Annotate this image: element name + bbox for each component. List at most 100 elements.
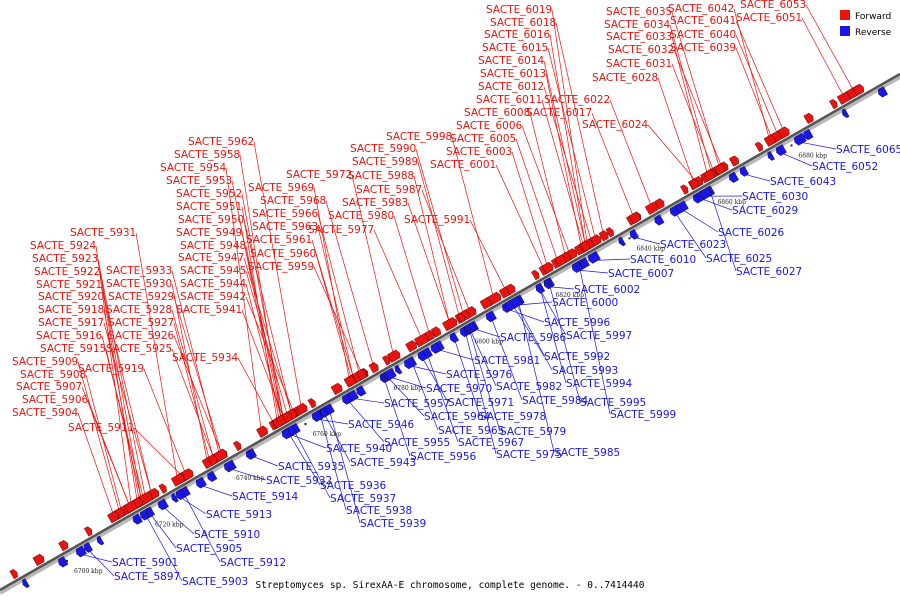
forward-leader-line: [97, 258, 146, 496]
forward-leader-line: [415, 148, 464, 314]
forward-gene-label: SACTE_5977: [308, 224, 374, 236]
forward-gene-glyph: [32, 553, 45, 566]
forward-leader-line: [671, 11, 720, 167]
forward-gene-label: SACTE_5962: [188, 136, 254, 148]
axis-tick-label: 6720 kbp: [155, 522, 184, 529]
forward-gene-glyph: [763, 134, 776, 147]
forward-gene-glyph: [703, 169, 716, 182]
forward-gene-label: SACTE_6003: [446, 146, 512, 158]
reverse-gene-glyph: [281, 428, 292, 440]
forward-leader-line: [735, 34, 778, 134]
reverse-leader-line: [800, 141, 837, 150]
reverse-gene-glyph: [654, 214, 665, 226]
forward-leader-line: [735, 20, 784, 130]
forward-gene-glyph: [424, 330, 435, 342]
forward-gene-glyph: [256, 425, 268, 438]
reverse-gene-label: SACTE_6052: [812, 161, 878, 173]
reverse-gene-label: SACTE_5912: [220, 557, 286, 569]
forward-leader-line: [393, 215, 430, 333]
forward-leader-line: [143, 368, 186, 473]
reverse-leader-line: [744, 174, 771, 182]
forward-gene-label: SACTE_5990: [350, 143, 416, 155]
forward-leader-line: [515, 138, 558, 260]
reverse-gene-glyph: [83, 542, 93, 553]
legend-reverse-swatch: [840, 26, 850, 36]
reverse-leader-line: [329, 412, 361, 524]
forward-gene-label: SACTE_5963: [252, 221, 318, 233]
reverse-leader-line: [294, 432, 331, 499]
forward-gene-label: SACTE_6018: [490, 17, 556, 29]
forward-gene-label: SACTE_5918: [38, 304, 104, 316]
reverse-gene-label: SACTE_5970: [426, 383, 492, 395]
reverse-gene-glyph: [195, 476, 207, 489]
axis-ticks: 6700 kbp 6720 kbp 6740 kbp 6760 kbp 6780 kbp…: [65, 144, 827, 575]
axis-tick-label: 6740 kbp: [236, 475, 265, 482]
forward-gene-label: SACTE_6040: [670, 29, 736, 41]
forward-gene-label: SACTE_6031: [606, 58, 672, 70]
reverse-gene-glyph: [430, 342, 441, 354]
axis-tick-label: 6820 kbp: [555, 292, 584, 299]
forward-leader-line: [551, 9, 588, 242]
forward-gene-label: SACTE_5958: [174, 149, 240, 161]
reverse-gene-glyph: [505, 299, 516, 312]
reverse-gene-glyph: [58, 556, 69, 568]
reverse-gene-glyph: [311, 410, 323, 422]
forward-gene-label: SACTE_5904: [12, 407, 79, 419]
forward-gene-label: SACTE_5942: [180, 291, 246, 303]
reverse-gene-label: SACTE_5997: [566, 330, 632, 342]
forward-leader-line: [541, 99, 584, 245]
forward-gene-label: SACTE_6015: [482, 42, 548, 54]
forward-gene-glyph: [688, 178, 699, 190]
axis-tick-mark: [65, 559, 68, 562]
forward-gene-label: SACTE_5980: [328, 210, 394, 222]
reverse-gene-glyph: [207, 470, 218, 482]
reverse-gene-glyph: [767, 151, 775, 161]
reverse-gene-label: SACTE_6002: [574, 284, 640, 296]
reverse-gene-glyph: [22, 578, 30, 589]
forward-gene-label: SACTE_5923: [32, 253, 98, 265]
axis-tick-mark: [304, 423, 307, 426]
reverse-gene-label: SACTE_5986: [500, 332, 567, 344]
reverse-gene-glyph: [157, 498, 169, 511]
reverse-gene-label: SACTE_6025: [706, 253, 772, 265]
forward-leader-line: [671, 36, 708, 174]
forward-leader-line: [351, 174, 394, 354]
reverse-gene-label: SACTE_5957: [384, 398, 450, 410]
reverse-gene-glyph: [618, 236, 626, 247]
reverse-leader-line: [163, 507, 195, 535]
forward-gene-glyph: [605, 227, 614, 238]
reverse-gene-label: SACTE_6043: [770, 176, 836, 188]
forward-gene-glyph: [9, 569, 18, 580]
forward-leader-line: [547, 47, 596, 238]
reverse-leader-line: [289, 435, 321, 486]
forward-gene-glyph: [233, 440, 242, 452]
reverse-leader-line: [781, 152, 813, 167]
reverse-gene-glyph: [877, 86, 888, 98]
forward-leader-line: [99, 271, 142, 498]
reverse-gene-label: SACTE_5964: [424, 411, 491, 423]
reverse-leader-line: [491, 319, 523, 401]
reverse-leader-line: [388, 378, 425, 417]
forward-gene-label: SACTE_5983: [342, 197, 408, 209]
forward-gene-label: SACTE_5928: [106, 304, 172, 316]
forward-gene-label: SACTE_6011: [476, 94, 542, 106]
forward-leader-line: [171, 348, 214, 457]
forward-gene-label: SACTE_5950: [178, 214, 244, 226]
forward-leader-line: [555, 22, 604, 233]
forward-leader-line: [171, 283, 208, 460]
reverse-gene-label: SACTE_5936: [320, 480, 387, 492]
forward-gene-label: SACTE_5968: [260, 195, 326, 207]
forward-leader-line: [529, 112, 566, 255]
reverse-gene-glyph: [739, 165, 749, 177]
forward-gene-glyph: [132, 497, 143, 509]
forward-gene-glyph: [356, 369, 367, 381]
forward-leader-line: [543, 60, 586, 244]
forward-gene-label: SACTE_6005: [450, 133, 516, 145]
axis-tick-mark: [227, 466, 230, 469]
forward-gene-label: SACTE_6024: [582, 119, 649, 131]
forward-gene-label: SACTE_5907: [16, 381, 82, 393]
forward-gene-label: SACTE_5933: [106, 265, 172, 277]
forward-leader-line: [311, 239, 354, 377]
forward-gene-label: SACTE_6022: [544, 94, 610, 106]
